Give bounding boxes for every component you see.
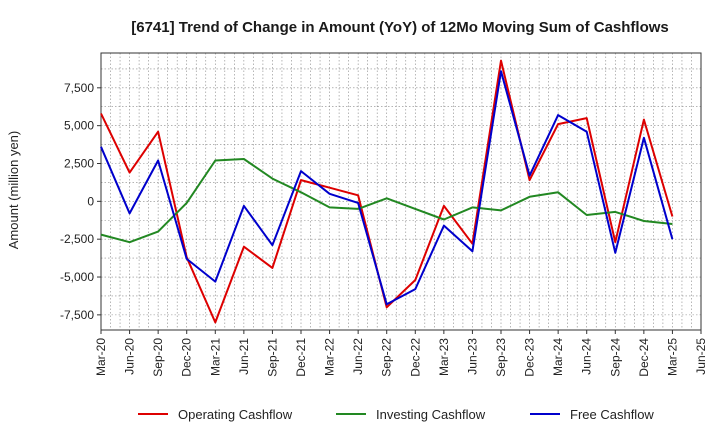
- x-tick-label: Jun-20: [123, 338, 137, 375]
- x-tick-label: Jun-21: [237, 338, 251, 375]
- series-line-free-cashflow: [100, 70, 674, 306]
- x-tick-label: Dec-24: [637, 338, 651, 377]
- y-axis: 7,500 5,000 2,500 0 -2,500 -5,000 -7,500: [60, 81, 101, 322]
- y-tick-label: 0: [87, 194, 94, 208]
- y-axis-label: Amount (million yen): [6, 131, 21, 250]
- series-group: [100, 59, 674, 324]
- x-tick-label: Dec-21: [294, 338, 308, 377]
- x-tick-label: Jun-25: [694, 338, 708, 375]
- x-tick-label: Sep-23: [494, 338, 508, 377]
- x-tick-label: Dec-23: [523, 338, 537, 377]
- legend: Operating Cashflow Investing Cashflow Free…: [138, 407, 654, 422]
- grid: [100, 53, 702, 330]
- series-line-operating-cashflow: [100, 59, 674, 324]
- chart-title: [6741] Trend of Change in Amount (YoY) o…: [131, 19, 669, 36]
- x-tick-label: Jun-24: [580, 338, 594, 375]
- legend-label: Investing Cashflow: [376, 407, 486, 422]
- y-tick-label: -5,000: [60, 270, 94, 284]
- x-tick-label: Mar-21: [208, 338, 222, 376]
- x-tick-label: Mar-23: [437, 338, 451, 376]
- x-tick-label: Dec-20: [180, 338, 194, 377]
- x-tick-label: Sep-22: [380, 338, 394, 377]
- y-tick-label: 7,500: [64, 81, 94, 95]
- x-tick-label: Mar-22: [323, 338, 337, 376]
- legend-item: Operating Cashflow: [138, 407, 293, 422]
- plot-frame: [100, 52, 702, 331]
- legend-label: Operating Cashflow: [178, 407, 293, 422]
- legend-item: Investing Cashflow: [336, 407, 486, 422]
- legend-item: Free Cashflow: [530, 407, 654, 422]
- x-tick-label: Sep-24: [608, 338, 622, 377]
- x-tick-label: Sep-21: [265, 338, 279, 377]
- x-axis: Mar-20 Jun-20 Sep-20 Dec-20 Mar-21 Jun-21 Sep-…: [94, 330, 708, 377]
- series-line-investing-cashflow: [100, 158, 673, 244]
- x-tick-label: Jun-23: [465, 338, 479, 375]
- x-tick-label: Mar-20: [94, 338, 108, 376]
- x-tick-label: Jun-22: [351, 338, 365, 375]
- x-tick-label: Dec-22: [408, 338, 422, 377]
- y-tick-label: -2,500: [60, 232, 94, 246]
- x-tick-label: Mar-25: [665, 338, 679, 376]
- x-tick-label: Mar-24: [551, 338, 565, 376]
- x-tick-label: Sep-20: [151, 338, 165, 377]
- y-tick-label: -7,500: [60, 308, 94, 322]
- y-tick-label: 5,000: [64, 119, 94, 133]
- y-tick-label: 2,500: [64, 156, 94, 170]
- legend-label: Free Cashflow: [570, 407, 654, 422]
